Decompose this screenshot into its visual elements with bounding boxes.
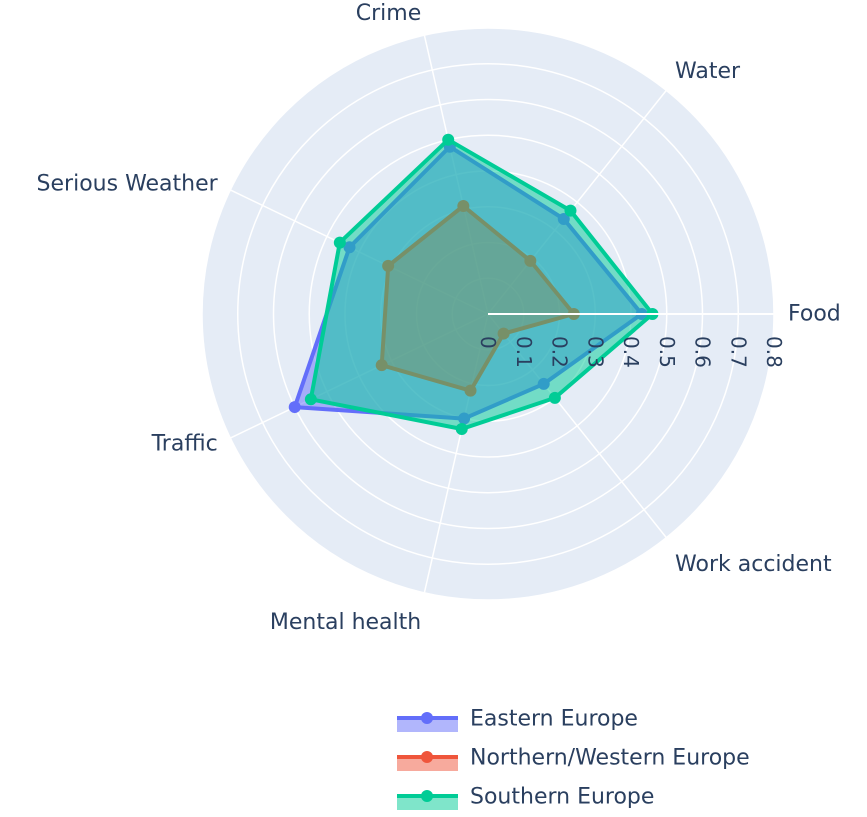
legend-marker	[421, 751, 433, 763]
radial-tick-label: 0.1	[512, 336, 536, 368]
data-point	[304, 393, 317, 406]
legend-swatch	[397, 796, 458, 810]
category-label: Work accident	[675, 552, 832, 577]
legend-marker	[421, 790, 433, 802]
data-point	[288, 401, 301, 414]
legend-item[interactable]: Southern Europe	[397, 785, 654, 811]
radial-tick-label: 0.4	[619, 336, 643, 368]
radial-tick-label: 0.7	[726, 336, 750, 368]
legend-item[interactable]: Northern/Western Europe	[397, 746, 750, 772]
radial-tick-label: 0.8	[762, 336, 786, 368]
data-point	[455, 423, 468, 436]
category-labels: Food Water Crime Serious Weather Traffic Ment…	[37, 1, 841, 635]
radial-tick-label: 0	[476, 336, 500, 349]
category-label: Crime	[356, 1, 421, 26]
category-label: Traffic	[151, 432, 218, 457]
radial-tick-label: 0.6	[691, 336, 715, 368]
legend-item[interactable]: Eastern Europe	[397, 707, 638, 733]
radial-tick-labels: 0 0.1 0.2 0.3 0.4 0.5 0.6 0.7 0.8	[476, 336, 786, 368]
legend-marker	[421, 712, 433, 724]
legend-swatch	[397, 718, 458, 732]
data-point	[548, 391, 561, 404]
data-point	[333, 236, 346, 249]
legend-swatch	[397, 757, 458, 771]
category-label: Mental health	[270, 610, 421, 635]
radial-tick-label: 0.2	[548, 336, 572, 368]
legend: Eastern Europe Northern/Western Europe Sou…	[397, 707, 750, 811]
category-label: Food	[788, 302, 841, 327]
data-point	[442, 133, 455, 146]
legend-label: Eastern Europe	[470, 707, 638, 732]
legend-label: Southern Europe	[470, 785, 654, 810]
radial-tick-label: 0.5	[655, 336, 679, 368]
legend-label: Northern/Western Europe	[470, 746, 750, 771]
series-2	[304, 133, 659, 436]
category-label: Water	[675, 59, 741, 84]
data-point	[564, 204, 577, 217]
radial-tick-label: 0.3	[583, 336, 607, 368]
series-layer	[288, 133, 659, 436]
category-label: Serious Weather	[37, 171, 219, 196]
